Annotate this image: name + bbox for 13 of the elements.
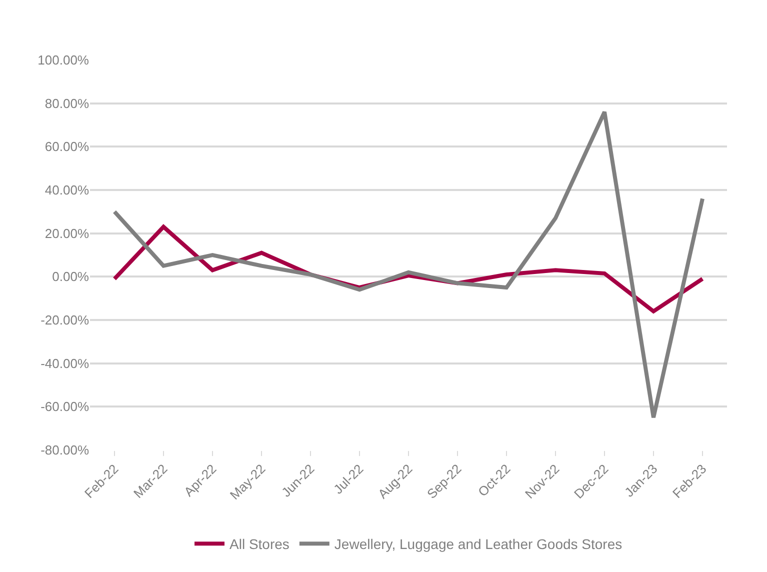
y-tick-label: 40.00% <box>44 182 90 198</box>
legend-label: Jewellery, Luggage and Leather Goods Stores <box>334 536 622 552</box>
line-series <box>112 110 704 420</box>
y-tick-label: 0.00% <box>52 269 90 284</box>
y-tick-label: -80.00% <box>40 442 90 458</box>
y-tick-label: 100.00% <box>38 52 90 68</box>
y-tick-label: -20.00% <box>40 312 90 328</box>
y-tick-label: 60.00% <box>44 139 90 154</box>
y-tick-label: 20.00% <box>44 226 90 241</box>
legend-label: All Stores <box>230 536 290 552</box>
y-tick-label: -60.00% <box>40 399 90 414</box>
y-tick-label: -40.00% <box>40 356 90 371</box>
y-tick-label: 80.00% <box>44 96 90 111</box>
